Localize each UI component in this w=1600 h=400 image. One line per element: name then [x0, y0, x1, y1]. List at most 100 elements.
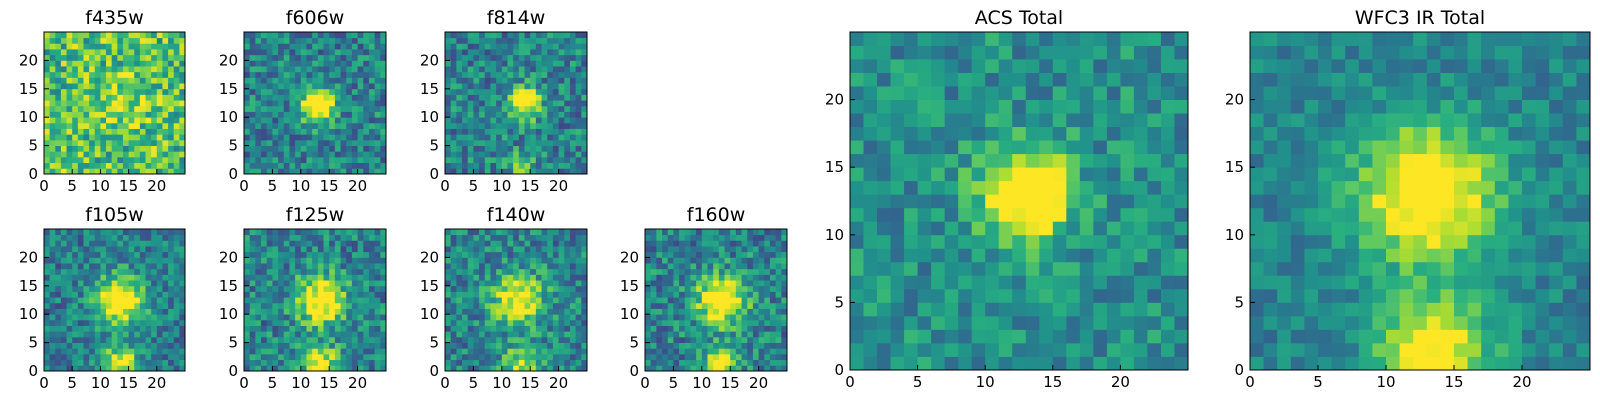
heatmap-cell [368, 257, 376, 264]
heatmap-cell [971, 167, 986, 182]
heatmap-cell [484, 54, 491, 61]
heatmap-cell [72, 37, 79, 44]
heatmap-cell [244, 240, 251, 247]
heatmap-cell [44, 353, 51, 361]
heatmap-cell [44, 77, 51, 84]
x-tick-label: 15 [521, 374, 540, 392]
x-ticks: 0 5 10 15 20 [640, 366, 768, 392]
heatmap-cell [44, 359, 51, 366]
heatmap-cell [323, 280, 330, 287]
heatmap-cell [1025, 329, 1040, 344]
heatmap-cell [60, 71, 67, 78]
heatmap-cell [111, 111, 118, 118]
heatmap-cell [168, 156, 175, 164]
heatmap-cell [575, 88, 582, 95]
heatmap-cell [351, 60, 358, 67]
heatmap-cell [735, 331, 742, 338]
heatmap-cell [518, 263, 525, 270]
heatmap-cell [156, 32, 163, 39]
heatmap-cell [346, 100, 353, 107]
heatmap-cell [151, 325, 158, 332]
heatmap-cell [49, 240, 56, 247]
heatmap-cell [340, 353, 347, 361]
heatmap-cell [998, 329, 1013, 344]
heatmap-cell [450, 365, 457, 372]
heatmap-cell [94, 128, 101, 135]
heatmap-cell [289, 297, 296, 304]
heatmap-cell [724, 240, 731, 247]
heatmap-cell [462, 151, 469, 158]
heatmap-cell [1052, 288, 1067, 303]
heatmap-cell [769, 302, 777, 309]
heatmap-cell [1147, 342, 1162, 357]
heatmap-cell [77, 88, 84, 95]
heatmap-cell [380, 240, 387, 247]
heatmap-cell [445, 359, 452, 366]
heatmap-cell [139, 94, 146, 101]
heatmap-cell [450, 359, 457, 366]
heatmap-cell [552, 156, 559, 164]
heatmap-cell [55, 263, 62, 270]
heatmap-cell [100, 43, 107, 50]
heatmap-cell [890, 207, 905, 222]
heatmap-cell [111, 32, 118, 39]
heatmap-cell [547, 49, 554, 56]
heatmap-cell [72, 128, 79, 135]
heatmap-cell [117, 280, 124, 287]
heatmap-cell [507, 291, 514, 298]
heatmap-cell [462, 94, 469, 101]
heatmap-cell [145, 234, 152, 241]
heatmap-cell [89, 100, 96, 107]
heatmap-cell [168, 43, 175, 50]
heatmap-cell [261, 156, 268, 164]
heatmap-cell [60, 60, 67, 67]
heatmap-cell [94, 348, 101, 355]
heatmap-cell [77, 43, 84, 50]
heatmap-cell [60, 139, 67, 146]
heatmap-cell [535, 263, 542, 270]
heatmap-cell [44, 246, 51, 253]
heatmap-cell [513, 365, 520, 372]
heatmap-cell [850, 221, 864, 236]
heatmap-cell [100, 71, 107, 78]
heatmap-cell [162, 365, 169, 372]
heatmap-cell [707, 285, 714, 292]
heatmap-cell [564, 105, 571, 112]
heatmap-cell [77, 139, 84, 146]
heatmap-cell [558, 77, 565, 84]
heatmap-cell [317, 246, 324, 253]
heatmap-cell [775, 314, 782, 321]
heatmap-cell [300, 83, 307, 90]
heatmap-cell [479, 319, 486, 326]
heatmap-cell [473, 280, 480, 287]
heatmap-cell [66, 151, 73, 158]
heatmap-cell [558, 71, 565, 78]
heatmap-cell [501, 268, 508, 275]
heatmap-cell [94, 66, 101, 73]
heatmap-cell [380, 257, 387, 264]
heatmap-cell [179, 268, 186, 275]
heatmap-cell [564, 168, 571, 175]
heatmap-cell [329, 32, 336, 39]
heatmap-cell [501, 297, 508, 304]
heatmap-cell [323, 285, 330, 292]
heatmap-cell [931, 342, 946, 357]
heatmap-cell [462, 291, 469, 298]
heatmap-cell [450, 257, 457, 264]
heatmap-cell [484, 348, 491, 355]
heatmap-cell [134, 71, 141, 78]
heatmap-cell [340, 83, 347, 90]
heatmap-cell [1133, 207, 1148, 222]
heatmap-cell [179, 162, 186, 169]
heatmap-cell [558, 122, 565, 129]
heatmap-cell [877, 126, 891, 141]
heatmap-cell [77, 291, 84, 298]
heatmap-cell [94, 54, 101, 61]
heatmap-cell [456, 274, 463, 281]
heatmap-cell [752, 285, 759, 292]
heatmap-cell [351, 268, 358, 275]
heatmap-cell [1012, 194, 1027, 209]
heatmap-cell [329, 274, 336, 281]
heatmap-cell [139, 117, 146, 124]
heatmap-cell [283, 274, 290, 281]
